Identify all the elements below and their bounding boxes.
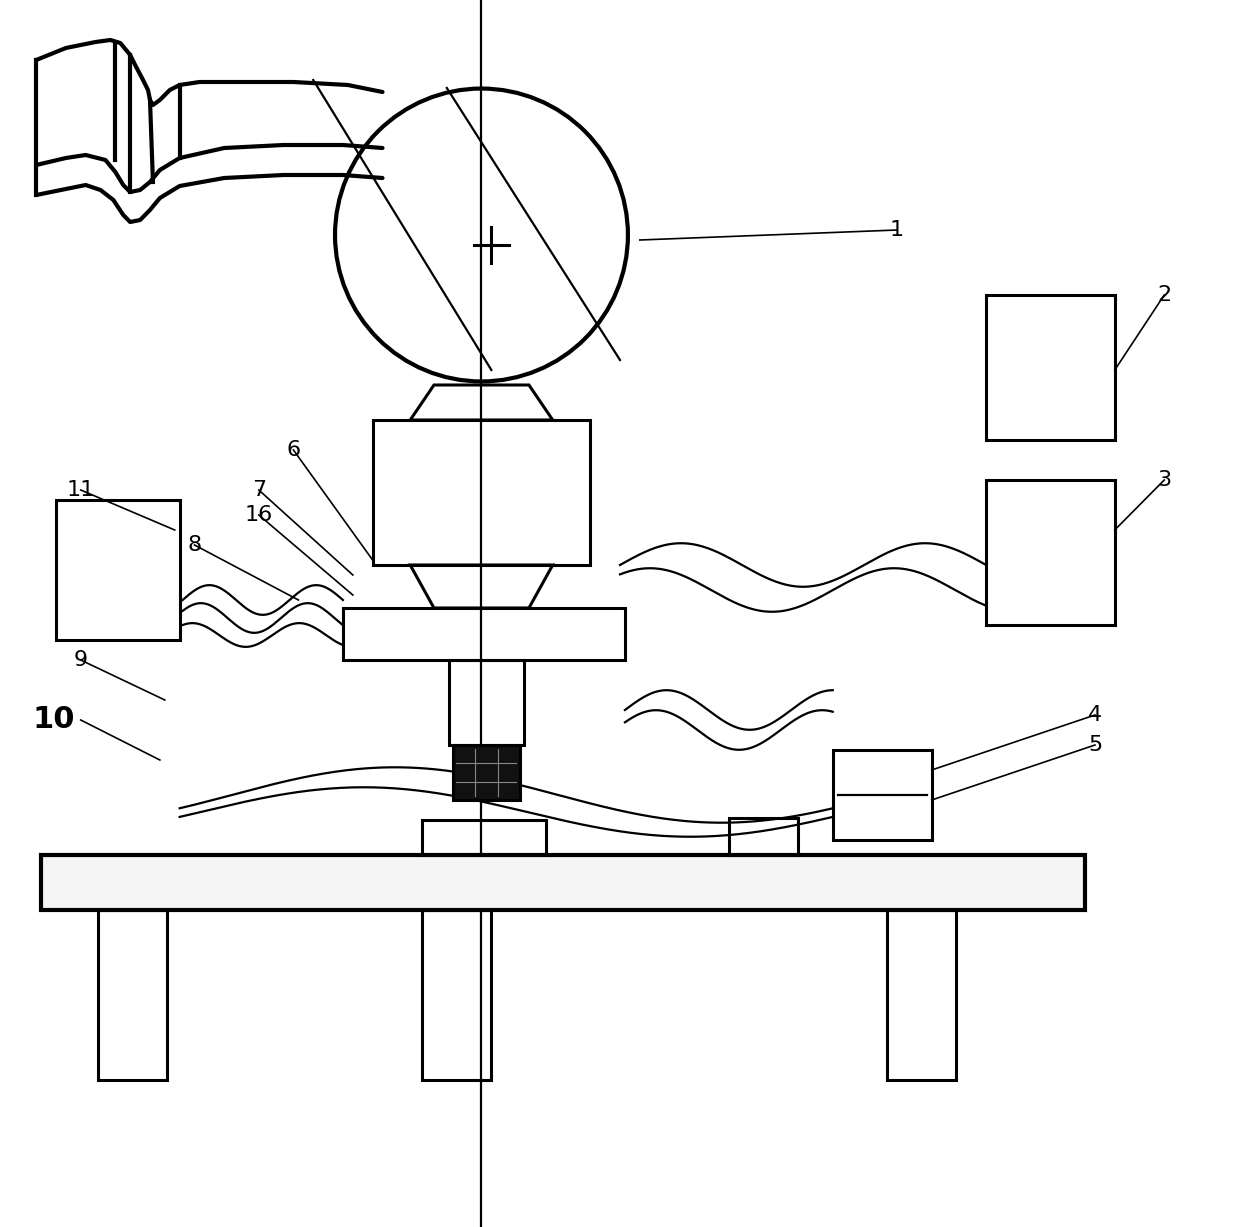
- Bar: [449, 660, 525, 745]
- Text: 9: 9: [73, 650, 88, 670]
- Bar: [343, 609, 625, 660]
- Bar: [56, 499, 180, 640]
- Bar: [422, 820, 546, 855]
- Text: 11: 11: [67, 480, 94, 499]
- Bar: [833, 750, 931, 840]
- Text: 8: 8: [187, 535, 202, 555]
- Text: 4: 4: [1087, 706, 1102, 725]
- Bar: [986, 480, 1115, 625]
- Bar: [422, 910, 491, 1080]
- Bar: [729, 818, 799, 855]
- Text: 6: 6: [286, 440, 300, 460]
- Bar: [453, 745, 520, 800]
- Text: 2: 2: [1157, 285, 1172, 306]
- Text: 5: 5: [1087, 735, 1102, 755]
- Text: 1: 1: [890, 220, 904, 240]
- Text: 7: 7: [252, 480, 265, 499]
- Text: 10: 10: [32, 706, 76, 735]
- Bar: [41, 855, 1085, 910]
- Text: 3: 3: [1157, 470, 1172, 490]
- Bar: [98, 910, 167, 1080]
- Text: 16: 16: [244, 506, 273, 525]
- Bar: [373, 420, 590, 564]
- Bar: [887, 910, 956, 1080]
- Bar: [986, 294, 1115, 440]
